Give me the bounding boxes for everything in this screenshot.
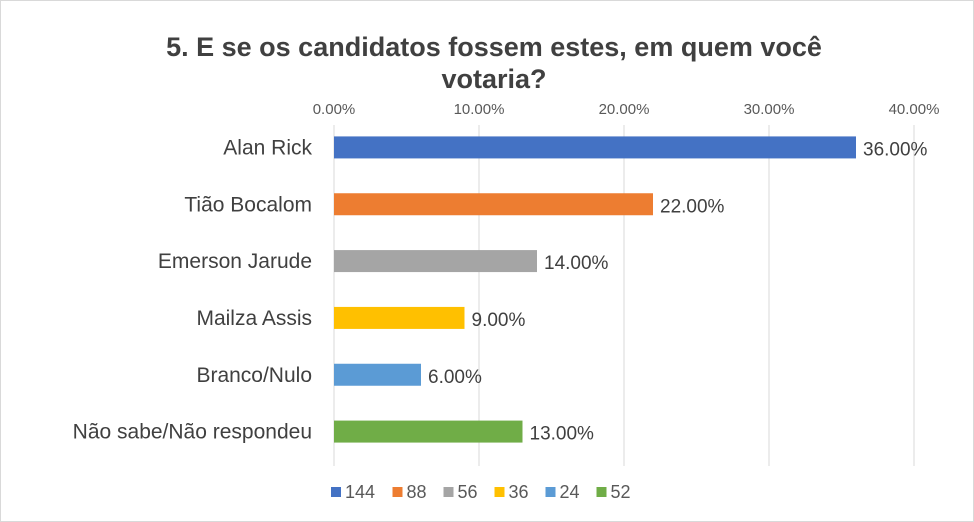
x-tick-label: 0.00% <box>313 101 356 118</box>
category-label: Alan Rick <box>223 136 312 159</box>
chart-title-line-1: 5. E se os candidatos fossem estes, em q… <box>166 32 822 62</box>
data-label: 36.00% <box>863 139 928 160</box>
data-label: 6.00% <box>428 367 482 388</box>
x-tick-label: 20.00% <box>599 101 650 118</box>
bar <box>334 363 421 386</box>
legend-swatch <box>494 487 505 497</box>
x-tick-label: 30.00% <box>744 101 795 118</box>
legend-swatch <box>331 487 341 497</box>
category-label: Não sabe/Não respondeu <box>73 421 312 444</box>
bar <box>334 306 465 329</box>
legend-swatch <box>392 487 403 497</box>
category-label: Branco/Nulo <box>196 364 312 387</box>
x-tick-label: 40.00% <box>889 101 940 118</box>
category-label: Emerson Jarude <box>158 250 312 273</box>
bar <box>334 420 523 443</box>
legend-swatch <box>545 487 556 497</box>
legend-label: 56 <box>458 482 478 502</box>
legend-label: 24 <box>560 482 580 502</box>
bar <box>334 136 856 159</box>
data-label: 14.00% <box>544 253 609 274</box>
chart-title-line-2: votaria? <box>441 64 546 94</box>
category-label: Tião Bocalom <box>184 193 312 216</box>
category-label: Mailza Assis <box>196 307 312 330</box>
bar <box>334 250 537 273</box>
legend-label: 144 <box>345 482 375 502</box>
legend-label: 88 <box>407 482 427 502</box>
legend-label: 36 <box>509 482 529 502</box>
data-label: 9.00% <box>472 310 526 331</box>
legend-swatch <box>443 487 454 497</box>
x-tick-label: 10.00% <box>454 101 505 118</box>
data-label: 13.00% <box>530 424 595 445</box>
data-label: 22.00% <box>660 196 725 217</box>
bar <box>334 193 653 216</box>
legend-label: 52 <box>611 482 631 502</box>
legend-swatch <box>596 487 607 497</box>
